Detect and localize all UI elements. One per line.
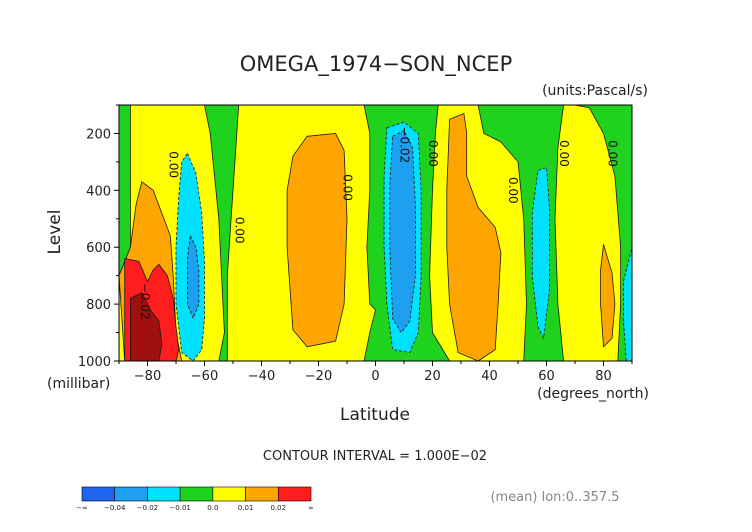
contour-region <box>623 247 632 361</box>
plot-area: 0.00 −0.02 0.00 0.00 −0.02 0.00 0.00 0.00 0.00 <box>118 104 633 362</box>
mean-longitude-label: (mean) lon:0..357.5 <box>490 490 619 505</box>
x-tick-label: 80 <box>595 369 612 384</box>
contour-region <box>389 130 416 334</box>
colorbar-swatch <box>212 486 246 502</box>
colorbar-tick-label: −0.04 <box>104 504 126 512</box>
contour-label: 0.00 <box>506 177 520 204</box>
y-axis-label: Level <box>45 210 65 255</box>
x-tick-label: 40 <box>481 369 498 384</box>
colorbar-swatch <box>81 486 116 502</box>
y-tick-label: 1000 <box>78 355 111 370</box>
contour-label: 0.00 <box>606 140 620 167</box>
colorbar-swatch <box>147 486 181 502</box>
x-axis-ticks: −80 −60 −40 −20 0 20 40 60 80 <box>118 361 633 384</box>
colorbar-tick-label: ∞ <box>308 504 314 512</box>
x-axis-label: Latitude <box>340 405 410 425</box>
y-tick-label: 200 <box>86 127 111 142</box>
contour-label: 0.00 <box>426 140 440 167</box>
contour-label: 0.00 <box>232 217 246 244</box>
colorbar-tick-label: 0.0 <box>207 504 218 512</box>
y-tick-label: 800 <box>86 298 111 313</box>
x-tick-label: −40 <box>248 369 275 384</box>
colorbar-tick-label: −∞ <box>76 504 88 512</box>
y-units-label: (millibar) <box>47 376 110 392</box>
chart-title: OMEGA_1974−SON_NCEP <box>240 52 512 77</box>
colorbar-swatch <box>245 486 279 502</box>
colorbar-tick-label: −0.02 <box>137 504 158 512</box>
colorbar-swatch <box>114 486 148 502</box>
contour-label: 0.00 <box>167 151 181 178</box>
contour-interval-label: CONTOUR INTERVAL = 1.000E−02 <box>263 449 487 464</box>
x-tick-label: 0 <box>371 369 379 384</box>
x-tick-label: −20 <box>305 369 332 384</box>
colorbar-swatch <box>277 486 312 502</box>
contour-label: −0.02 <box>138 283 152 320</box>
colorbar: −∞ −0.04 −0.02 −0.01 0.0 0.01 0.02 ∞ <box>76 486 314 512</box>
contour-label: 0.00 <box>557 140 571 167</box>
x-tick-label: 20 <box>424 369 441 384</box>
contour-region <box>531 167 550 340</box>
y-tick-label: 600 <box>86 241 111 256</box>
x-units-label: (degrees_north) <box>537 386 649 402</box>
x-tick-label: −60 <box>191 369 218 384</box>
contour-region <box>446 112 502 361</box>
colorbar-swatch <box>179 486 214 502</box>
colorbar-tick-label: 0.01 <box>238 504 254 512</box>
units-label: (units:Pascal/s) <box>542 83 648 99</box>
colorbar-tick-label: 0.02 <box>270 504 286 512</box>
x-tick-label: −80 <box>134 369 161 384</box>
contour-region <box>129 292 163 361</box>
contour-region <box>600 244 616 348</box>
contour-label: −0.02 <box>397 126 411 163</box>
contour-region <box>186 234 200 320</box>
x-tick-label: 60 <box>538 369 555 384</box>
contour-region <box>286 132 348 348</box>
y-tick-label: 400 <box>86 184 111 199</box>
y-axis-ticks: 200 400 600 800 1000 <box>78 104 119 370</box>
colorbar-tick-label: −0.01 <box>169 504 190 512</box>
contour-label: 0.00 <box>341 174 355 201</box>
